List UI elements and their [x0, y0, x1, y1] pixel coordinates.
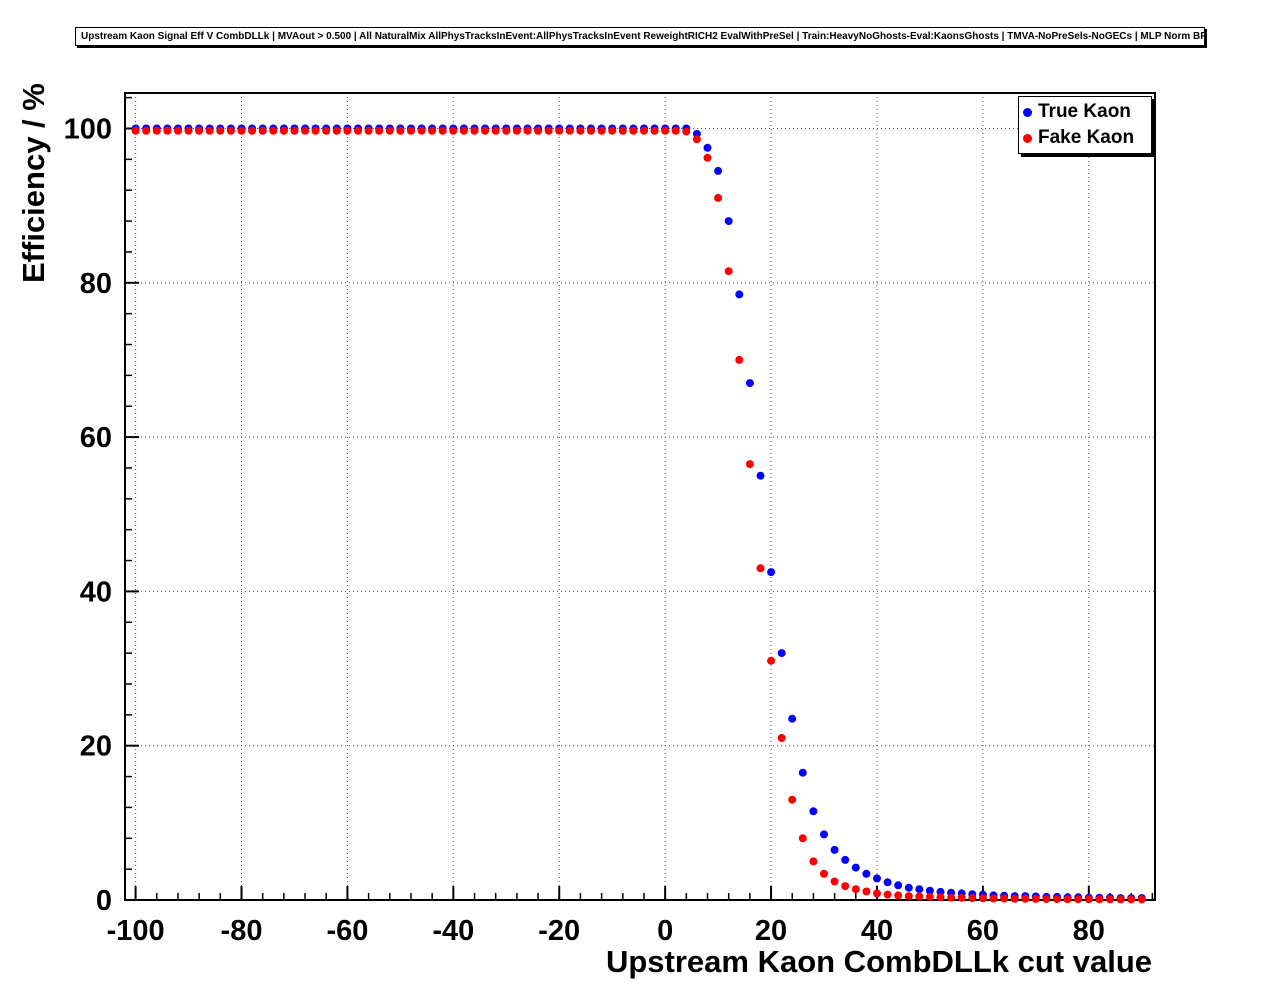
- series-true-kaon-points: [131, 124, 1146, 903]
- x-tick-label: 40: [861, 915, 893, 947]
- y-tick-label: 0: [96, 885, 112, 917]
- y-tick-label: 100: [64, 113, 112, 145]
- legend-entry-fake-kaon: Fake Kaon: [1019, 125, 1151, 151]
- legend-label-fake-kaon: Fake Kaon: [1038, 127, 1135, 148]
- x-tick-label: -80: [221, 915, 263, 947]
- x-tick-label: 0: [657, 915, 673, 947]
- series-fake-kaon-points: [131, 126, 1146, 904]
- x-tick-label: -40: [432, 915, 474, 947]
- grid-lines: [125, 93, 1155, 900]
- y-axis-title: Efficiency / %: [16, 83, 51, 283]
- x-tick-label: 20: [755, 915, 787, 947]
- legend-label-true-kaon: True Kaon: [1038, 101, 1131, 122]
- y-tick-label: 80: [80, 268, 112, 300]
- axes: -100 -80 -60 -40 -20 0 20 40 60 80 0 20 40 60 80 100: [64, 96, 1154, 947]
- plot-title: Upstream Kaon Signal Eff V CombDLLk | MV…: [75, 27, 1205, 46]
- plot-frame: [124, 92, 1156, 901]
- x-tick-label: 80: [1073, 915, 1105, 947]
- true-kaon-marker-icon: [1023, 107, 1032, 117]
- legend: True Kaon Fake Kaon: [1018, 96, 1152, 154]
- y-tick-label: 40: [80, 576, 112, 608]
- legend-entry-true-kaon: True Kaon: [1019, 99, 1151, 125]
- x-tick-label: 60: [967, 915, 999, 947]
- x-axis-title: Upstream Kaon CombDLLk cut value: [606, 944, 1152, 979]
- x-tick-label: -100: [107, 915, 165, 947]
- x-tick-label: -60: [326, 915, 368, 947]
- y-tick-label: 60: [80, 422, 112, 454]
- x-tick-label: -20: [538, 915, 580, 947]
- fake-kaon-marker-icon: [1023, 133, 1032, 143]
- y-tick-label: 20: [80, 731, 112, 763]
